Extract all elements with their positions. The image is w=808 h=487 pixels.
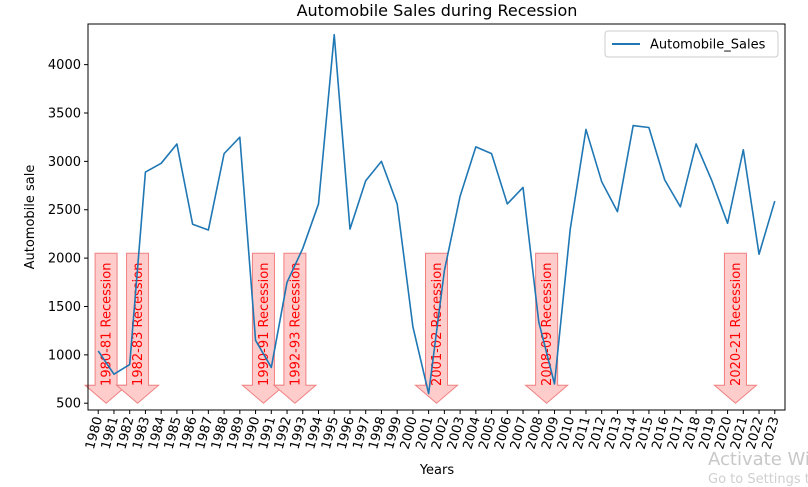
annotations-layer: 1980-81 Recession 1982-83 Recession 1990-9… (83, 252, 758, 404)
recession-arrow (241, 252, 286, 404)
y-axis: 500 1000 1500 2000 2500 3000 3500 4000 (48, 58, 88, 412)
recession-annotation-label: 1992-93 Recession (288, 263, 303, 386)
legend-entry-automobile-sales: Automobile_Sales (650, 38, 766, 53)
y-tick-label: 2000 (48, 252, 81, 267)
recession-annotation-label: 2008-09 Recession (540, 263, 555, 386)
y-tick-label: 1000 (48, 348, 81, 363)
y-tick-label: 2500 (48, 203, 81, 218)
recession-annotation-label: 1990-91 Recession (257, 263, 272, 386)
recession-annotation-label: 2020-21 Recession (729, 263, 744, 386)
y-tick-label: 1500 (48, 300, 81, 315)
y-tick-label: 4000 (48, 58, 81, 73)
legend: Automobile_Sales (604, 30, 779, 58)
recession-annotation-label: 1980-81 Recession (100, 263, 115, 386)
series-layer (97, 33, 776, 395)
chart-title: Automobile Sales during Recession (297, 1, 578, 20)
recession-arrow (713, 252, 758, 404)
legend-box (604, 30, 779, 58)
series-line-automobile-sales (97, 33, 776, 395)
plot-frame (87, 23, 786, 411)
y-axis-label: Automobile sale (23, 165, 38, 270)
y-tick-label: 3500 (48, 107, 81, 122)
recession-arrow (83, 252, 129, 404)
y-tick-label: 500 (56, 397, 81, 412)
y-tick-label: 3000 (48, 155, 81, 170)
x-axis: 1980198119821983198419851986198719881989… (83, 410, 783, 451)
watermark-line1: Activate Wi (708, 449, 808, 470)
x-axis-label: Years (419, 463, 455, 478)
watermark-line2: Go to Settings t (708, 472, 808, 487)
recession-arrow (272, 252, 318, 404)
